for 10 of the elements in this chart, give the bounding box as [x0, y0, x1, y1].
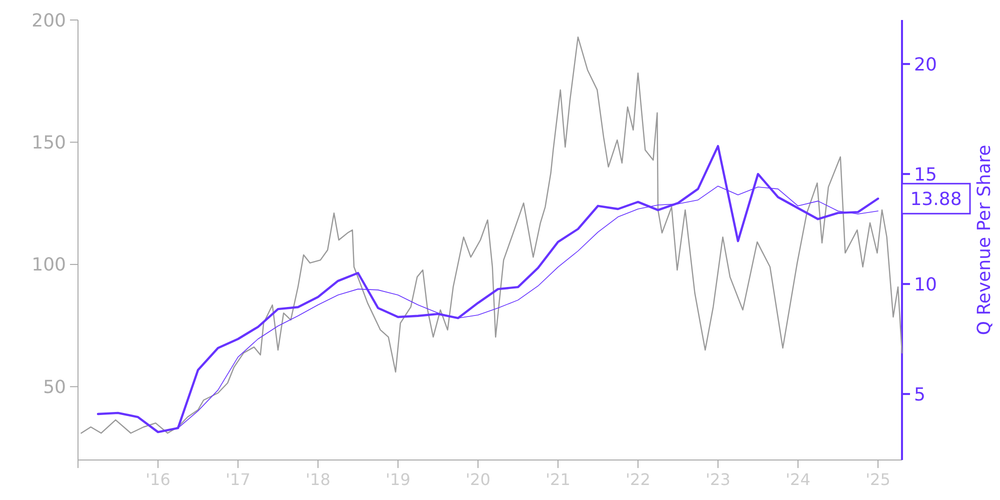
y2-tick-label: 5 [914, 384, 926, 406]
y-tick-label: 200 [32, 10, 66, 32]
y2-tick-label: 20 [914, 54, 937, 76]
y2-tick-label: 10 [914, 274, 937, 296]
y-tick-label: 50 [43, 376, 66, 398]
y2-axis-title: Q Revenue Per Share [974, 144, 995, 336]
y-tick-label: 150 [32, 132, 66, 154]
text: 13.88 [910, 188, 962, 210]
y2-tick-label: 15 [914, 164, 937, 186]
y-tick-label: 100 [32, 254, 66, 276]
